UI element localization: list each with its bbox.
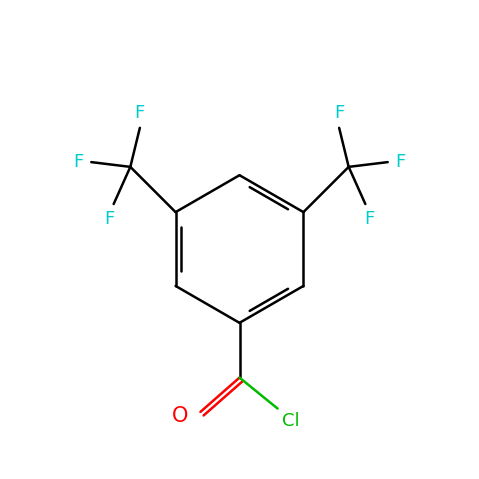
Text: F: F (395, 153, 406, 171)
Text: F: F (364, 210, 374, 228)
Text: F: F (135, 103, 145, 122)
Text: F: F (73, 153, 84, 171)
Text: O: O (172, 406, 189, 426)
Text: F: F (105, 210, 115, 228)
Text: F: F (334, 103, 344, 122)
Text: Cl: Cl (282, 412, 300, 430)
